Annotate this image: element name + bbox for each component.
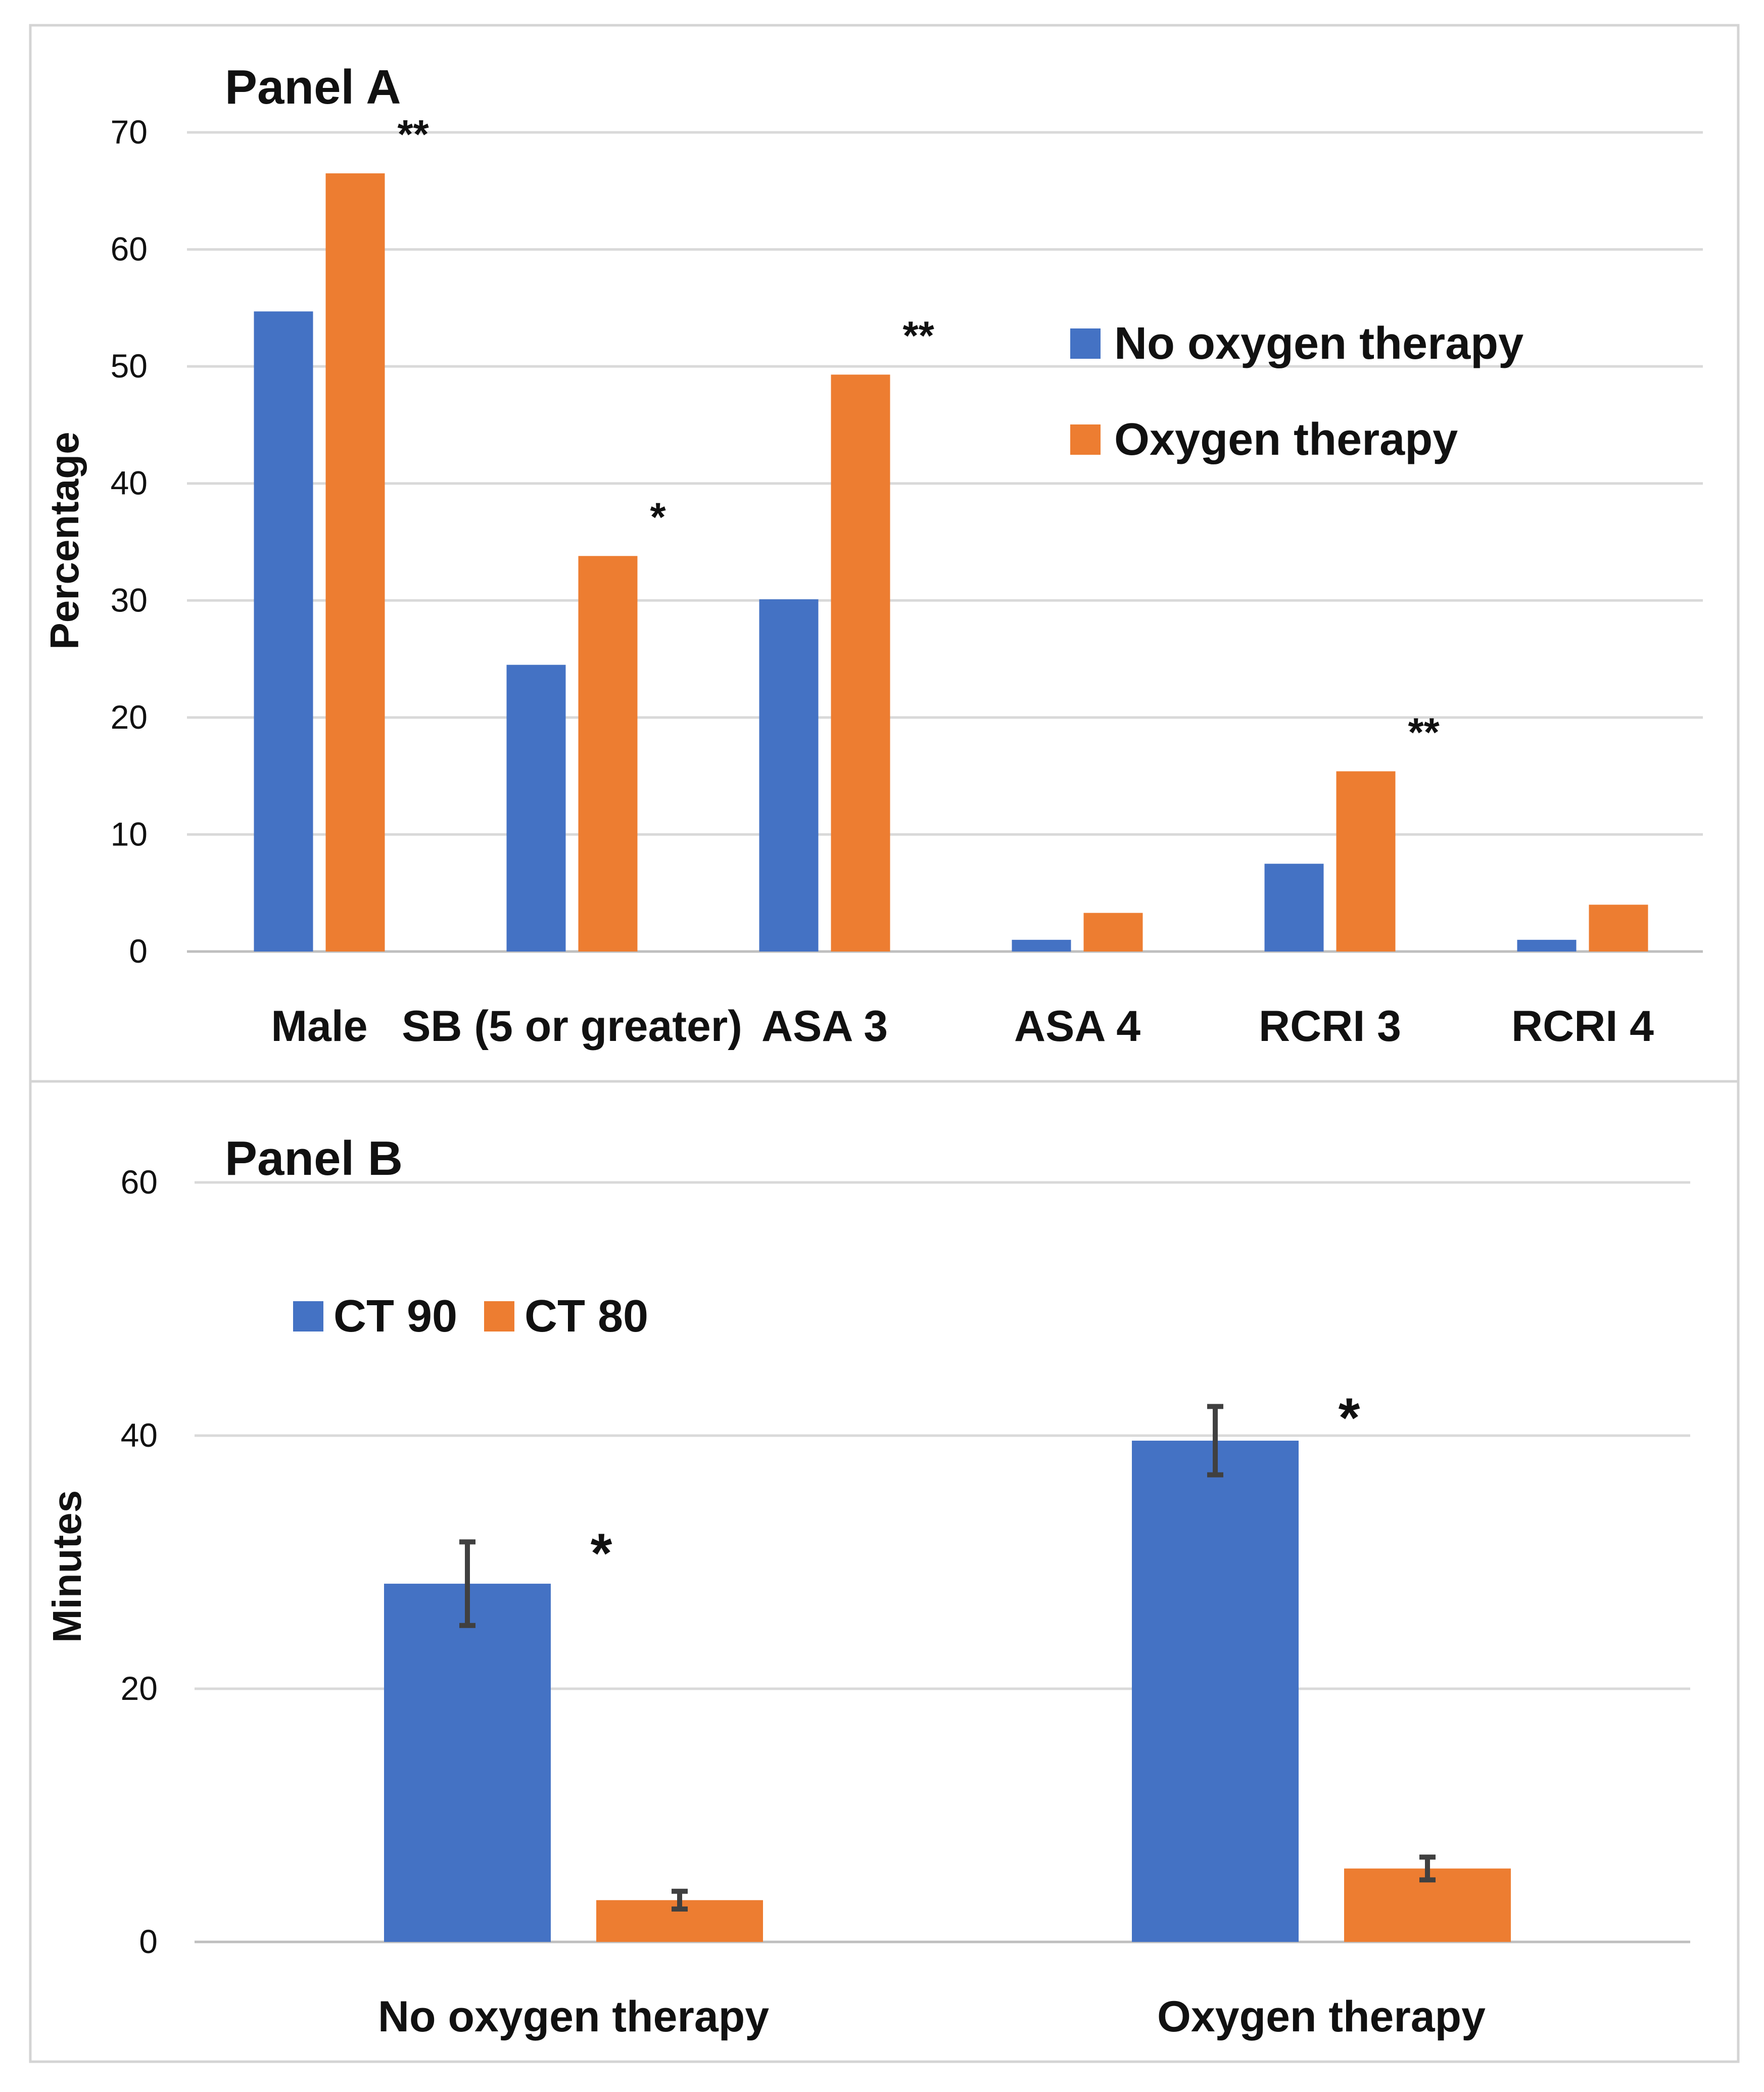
panel-b-error-bar-oxygen-therapy-ct-90 — [1207, 1404, 1223, 1478]
panel-b-legend: CT 90 CT 80 — [293, 1291, 648, 1342]
panel-a-grid: 0 10 20 30 40 50 60 70 — [111, 113, 1703, 970]
panel-b-legend-label-ct-90: CT 90 — [333, 1291, 457, 1342]
panel-a-bar-sb-5-or-greater-oxygen-therapy — [578, 556, 638, 952]
panel-b-category-label-oxygen-therapy: Oxygen therapy — [1157, 1992, 1486, 2041]
panel-a-y-tick-label-50: 50 — [111, 347, 148, 385]
panel-a-legend: No oxygen therapy Oxygen therapy — [1070, 318, 1523, 465]
panel-a-category-label-male: Male — [271, 1002, 367, 1051]
panel-a-category-label-asa-3: ASA 3 — [761, 1002, 888, 1051]
panel-a-bar-asa-3-oxygen-therapy — [831, 374, 890, 952]
panel-b-legend-swatch-ct-90 — [293, 1301, 323, 1332]
panel-a-bar-rcri-3-no-oxygen-therapy — [1264, 864, 1324, 952]
panel-a-legend-swatch-oxygen-therapy — [1070, 424, 1101, 455]
panel-a-significance-male: ** — [398, 112, 430, 157]
panel-b-y-tick-label-20: 20 — [121, 1670, 158, 1707]
panel-a-bars — [254, 173, 1648, 952]
panel-a-category-label-rcri-3: RCRI 3 — [1259, 1002, 1401, 1051]
panel-a-bar-rcri-3-oxygen-therapy — [1336, 771, 1396, 952]
panel-b-labels: No oxygen therapy * Oxygen therapy * — [378, 1387, 1486, 2041]
panel-b-error-bar-no-oxygen-therapy-ct-90 — [459, 1539, 475, 1628]
panel-a-title: Panel A — [225, 60, 401, 114]
panel-a-labels: Male ** SB (5 or greater) * ASA 3 ** ASA 4 RCRI… — [271, 112, 1654, 1051]
panel-a-y-axis-title: Percentage — [42, 432, 87, 649]
panel-a-bar-rcri-4-oxygen-therapy — [1589, 905, 1648, 952]
panel-b-legend-swatch-ct-80 — [484, 1301, 514, 1332]
panel-a-legend-label-no-oxygen-therapy: No oxygen therapy — [1114, 318, 1523, 369]
panel-a-bar-asa-3-no-oxygen-therapy — [759, 599, 819, 952]
panel-a-significance-asa-3: ** — [903, 313, 935, 358]
panel-b-legend-label-ct-80: CT 80 — [525, 1291, 648, 1342]
panel-a-bar-asa-4-oxygen-therapy — [1083, 913, 1143, 952]
panel-b-error-bar-no-oxygen-therapy-ct-80 — [672, 1888, 688, 1912]
panel-b-bars — [384, 1404, 1511, 1942]
panel-a-significance-sb-5-or-greater: * — [650, 494, 666, 539]
panel-a-y-tick-label-60: 60 — [111, 230, 148, 268]
panel-a-bar-male-no-oxygen-therapy — [254, 311, 313, 952]
panel-b-significance-oxygen-therapy: * — [1339, 1387, 1360, 1449]
panel-b-frame — [29, 1080, 1740, 2063]
panel-a-y-tick-label-40: 40 — [111, 464, 148, 502]
panel-b-y-axis-title: Minutes — [44, 1490, 89, 1643]
panel-b-y-tick-label-40: 40 — [121, 1416, 158, 1454]
panel-a-category-label-sb-5-or-greater: SB (5 or greater) — [402, 1002, 742, 1051]
panel-a-bar-asa-4-no-oxygen-therapy — [1012, 939, 1071, 952]
panel-b-grid: 0 20 40 60 — [121, 1163, 1690, 1960]
panel-b-category-label-no-oxygen-therapy: No oxygen therapy — [378, 1992, 769, 2041]
panel-a-significance-rcri-3: ** — [1408, 709, 1440, 754]
panel-a-legend-label-oxygen-therapy: Oxygen therapy — [1114, 414, 1458, 465]
panel-b-bar-oxygen-therapy-ct-90 — [1132, 1441, 1299, 1942]
panel-a-category-label-rcri-4: RCRI 4 — [1511, 1002, 1654, 1051]
panel-b-title: Panel B — [225, 1131, 403, 1185]
panel-a-bar-sb-5-or-greater-no-oxygen-therapy — [506, 664, 566, 952]
panel-a-bar-male-oxygen-therapy — [325, 173, 385, 952]
panel-b-y-tick-label-60: 60 — [121, 1163, 158, 1201]
panel-b-error-bar-oxygen-therapy-ct-80 — [1419, 1855, 1436, 1883]
panel-a-y-tick-label-70: 70 — [111, 113, 148, 151]
panel-a-category-label-asa-4: ASA 4 — [1014, 1002, 1140, 1051]
panel-b-significance-no-oxygen-therapy: * — [591, 1522, 612, 1584]
panel-a-legend-swatch-no-oxygen-therapy — [1070, 328, 1101, 359]
panel-a-y-tick-label-20: 20 — [111, 698, 148, 736]
panel-a-bar-rcri-4-no-oxygen-therapy — [1517, 939, 1577, 952]
panel-a-y-tick-label-10: 10 — [111, 815, 148, 852]
panel-a-y-tick-label-30: 30 — [111, 581, 148, 619]
panel-a-y-tick-label-0: 0 — [129, 932, 148, 970]
panel-b-bar-no-oxygen-therapy-ct-90 — [384, 1584, 551, 1942]
panel-b-y-tick-label-0: 0 — [139, 1923, 158, 1960]
